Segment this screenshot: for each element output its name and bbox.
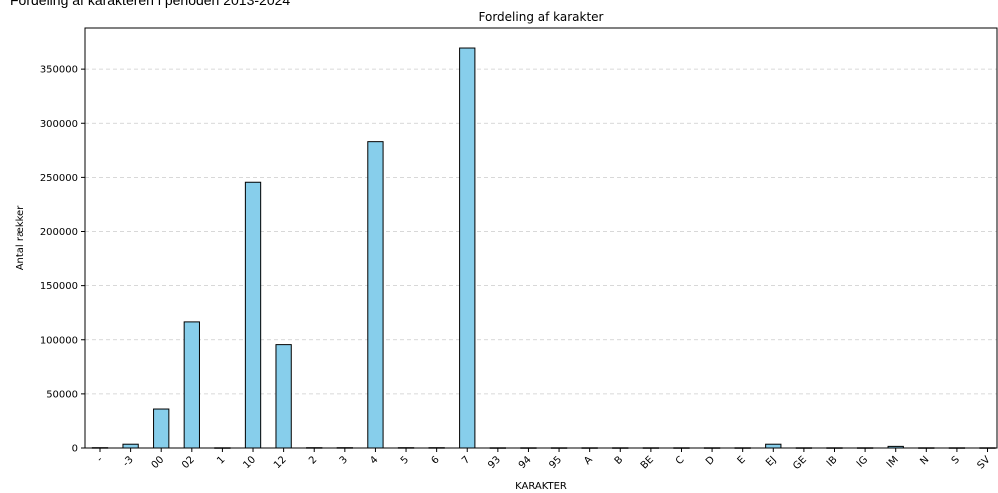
y-tick-label: 150000 (40, 281, 78, 292)
y-tick-label: 100000 (40, 335, 78, 346)
bar-02 (183, 321, 200, 449)
x-tick-label: C (674, 454, 687, 467)
chart-title: Fordeling af karakter (479, 10, 604, 24)
x-tick-label: 3 (338, 454, 350, 466)
x-tick-label: 1 (215, 454, 227, 466)
x-tick-label: 7 (460, 454, 472, 466)
x-tick-label: IM (885, 454, 901, 470)
x-tick-label: -3 (121, 454, 136, 469)
bar-4 (367, 141, 384, 449)
x-tick-label: IB (825, 454, 840, 469)
bar-00 (153, 408, 170, 449)
x-tick-label: 12 (272, 454, 289, 471)
y-tick-label: 200000 (40, 227, 78, 238)
x-tick-label: BE (639, 454, 656, 471)
x-tick-label: A (582, 454, 595, 467)
y-tick-label: 350000 (40, 65, 78, 76)
page-heading: Fordeling af karakteren i perioden 2013-… (10, 0, 291, 8)
x-tick-label: IG (855, 454, 870, 469)
x-tick-label: 6 (429, 454, 441, 466)
bars (91, 47, 996, 449)
x-tick-label: - (95, 454, 106, 465)
x-tick-label: 2 (307, 454, 319, 466)
x-axis-label: KARAKTER (515, 481, 567, 492)
y-axis-label: Antal rækker (15, 205, 26, 270)
plot-frame (84, 27, 998, 449)
x-tick-label: 02 (180, 454, 197, 471)
x-tick-label: 93 (486, 454, 503, 471)
x-tick-label: 00 (150, 454, 167, 471)
y-tick-label: 50000 (46, 389, 78, 400)
x-tick-label: S (950, 454, 962, 466)
bar-7 (459, 47, 476, 449)
x-tick-label: SV (976, 454, 993, 471)
bar-EJ (765, 443, 782, 449)
grid-lines (85, 68, 997, 449)
x-tick-label: 94 (517, 454, 534, 471)
x-tick-label: 95 (547, 454, 564, 471)
bar-12 (275, 344, 292, 449)
bar-10 (244, 181, 262, 449)
x-axis-ticks: - -3 00 02 1 10 12 2 3 4 5 6 7 93 94 95 A B BE C D E EJ GE IB IG I… (95, 448, 993, 472)
x-tick-label: 5 (399, 454, 411, 466)
x-tick-label: EJ (764, 454, 778, 468)
x-tick-label: N (918, 454, 931, 467)
x-tick-label: GE (791, 454, 809, 472)
y-axis-ticks: 0 50000 100000 150000 200000 250000 300000 3500… (40, 65, 85, 455)
x-tick-label: D (704, 454, 717, 467)
x-tick-label: 10 (241, 454, 258, 471)
y-tick-label: 300000 (40, 119, 78, 130)
x-tick-label: B (613, 454, 626, 467)
x-tick-label: E (736, 454, 748, 466)
bar--3 (122, 443, 139, 449)
y-tick-label: 0 (72, 444, 78, 455)
x-tick-label: 4 (368, 454, 380, 466)
y-tick-label: 250000 (40, 173, 78, 184)
